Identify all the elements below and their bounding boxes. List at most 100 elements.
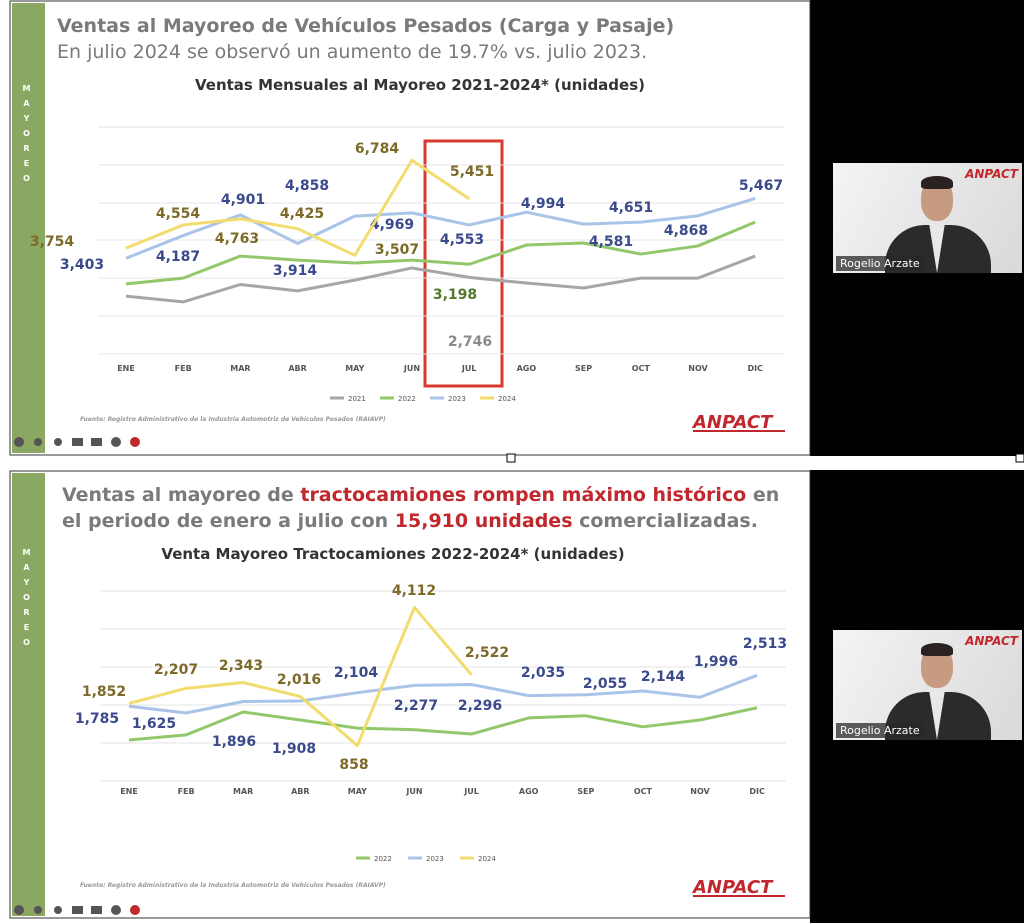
toolbar-button[interactable] [72,906,83,914]
x-tick-label: OCT [632,364,651,373]
x-tick-label: AGO [517,364,537,373]
toolbar-button[interactable] [34,906,42,914]
toolbar-button[interactable] [54,906,62,914]
legend-label: 2022 [374,855,392,863]
legend-label: 2021 [348,395,366,403]
x-tick-label: DIC [749,787,765,796]
sidebar [12,3,45,453]
participant-name: Rogelio Arzate [836,256,924,271]
data-label: 1,852 [82,684,126,700]
logo: ANPACT [691,877,774,898]
sidebar [12,473,45,916]
logo-bar [693,430,785,432]
toolbar-button[interactable] [130,905,140,915]
data-label: 1,625 [132,716,176,732]
heading-part: comercializadas. [572,510,758,532]
source-note: Fuente: Registro Administrativo de la In… [80,416,386,423]
x-tick-label: NOV [690,787,710,796]
divider [0,456,1024,470]
data-label: 3,754 [30,234,75,250]
tile-logo: ANPACT [965,167,1018,181]
slide-heading: Ventas al mayoreo de tractocamiones romp… [62,482,782,534]
source-note: Fuente: Registro Administrativo de la In… [80,882,386,889]
toolbar-button[interactable] [130,437,140,447]
data-label: 4,112 [392,583,436,599]
series-line [125,254,756,304]
slide [9,470,811,919]
tile-logo: ANPACT [965,634,1018,648]
toolbar-button[interactable] [14,437,24,447]
data-label: 4,651 [609,200,653,216]
x-tick-label: SEP [575,364,592,373]
data-label: 5,451 [450,164,494,180]
x-tick-label: ENE [120,787,138,796]
logo: ANPACT [691,412,774,433]
chart-title: Ventas Mensuales al Mayoreo 2021-2024* (… [195,76,645,94]
data-label: 2,055 [583,676,627,692]
data-label: 2,513 [743,636,787,652]
sidebar-label: MAYOREO [22,84,31,189]
series-line [125,158,471,257]
legend-label: 2023 [426,855,444,863]
toolbar[interactable] [14,437,140,915]
participant-name: Rogelio Arzate [836,723,924,738]
data-label: 2,343 [219,658,263,674]
data-label: 4,868 [664,223,708,239]
legend-label: 2023 [448,395,466,403]
data-label: 2,207 [154,662,198,678]
logo-bar [693,895,785,897]
x-tick-label: ABR [288,364,306,373]
data-label: 4,553 [440,232,484,248]
data-label: 2,746 [448,334,492,350]
data-label: 2,296 [458,698,502,714]
video-tile[interactable]: ANPACT Rogelio Arzate [833,630,1022,740]
x-tick-label: DIC [747,364,763,373]
sidebar-label: MAYOREO [22,548,31,653]
x-tick-label: MAY [345,364,364,373]
heading-part: en el periodo de enero a julio con [62,484,780,532]
heading-part: Ventas al mayoreo de [62,484,301,506]
data-label: 2,277 [394,698,438,714]
toolbar-button[interactable] [111,905,121,915]
series-line [128,706,758,742]
data-label: 4,969 [370,217,414,233]
data-label: 4,554 [156,206,201,222]
toolbar-button[interactable] [91,438,102,446]
highlight-box [423,139,504,388]
x-tick-label: ABR [291,787,309,796]
slide [9,0,811,456]
data-label: 4,763 [215,231,259,247]
x-tick-label: JUL [463,787,479,796]
slide-heading: Ventas al Mayoreo de Vehículos Pesados (… [57,15,674,37]
data-label: 4,187 [156,249,200,265]
series-line [128,673,758,715]
toolbar-button[interactable] [34,438,42,446]
resize-handle[interactable] [1015,453,1024,463]
toolbar-button[interactable] [54,438,62,446]
data-label: 4,581 [589,234,633,250]
data-label: 6,784 [355,141,400,157]
data-label: 2,144 [641,669,686,685]
data-label: 1,908 [272,741,316,757]
x-tick-label: MAY [348,787,367,796]
toolbar-button[interactable] [111,437,121,447]
resize-handle[interactable] [506,453,516,463]
data-label: 4,994 [521,196,566,212]
toolbar-button[interactable] [72,438,83,446]
slide-subheading: En julio 2024 se observó un aumento de 1… [57,41,647,63]
toolbar-button[interactable] [91,906,102,914]
x-tick-label: SEP [577,787,594,796]
heading-part: 15,910 unidades [394,510,573,532]
data-label: 3,507 [375,242,419,258]
toolbar-button[interactable] [14,905,24,915]
data-label: 4,425 [280,206,324,222]
data-label: 3,403 [60,257,104,273]
data-label: 3,198 [433,287,477,303]
x-tick-label: MAR [230,364,250,373]
video-tile[interactable]: ANPACT Rogelio Arzate [833,163,1022,273]
data-label: 5,467 [739,178,783,194]
heading-part: tractocamiones rompen máximo histórico [300,484,747,506]
data-label: 4,858 [285,178,329,194]
